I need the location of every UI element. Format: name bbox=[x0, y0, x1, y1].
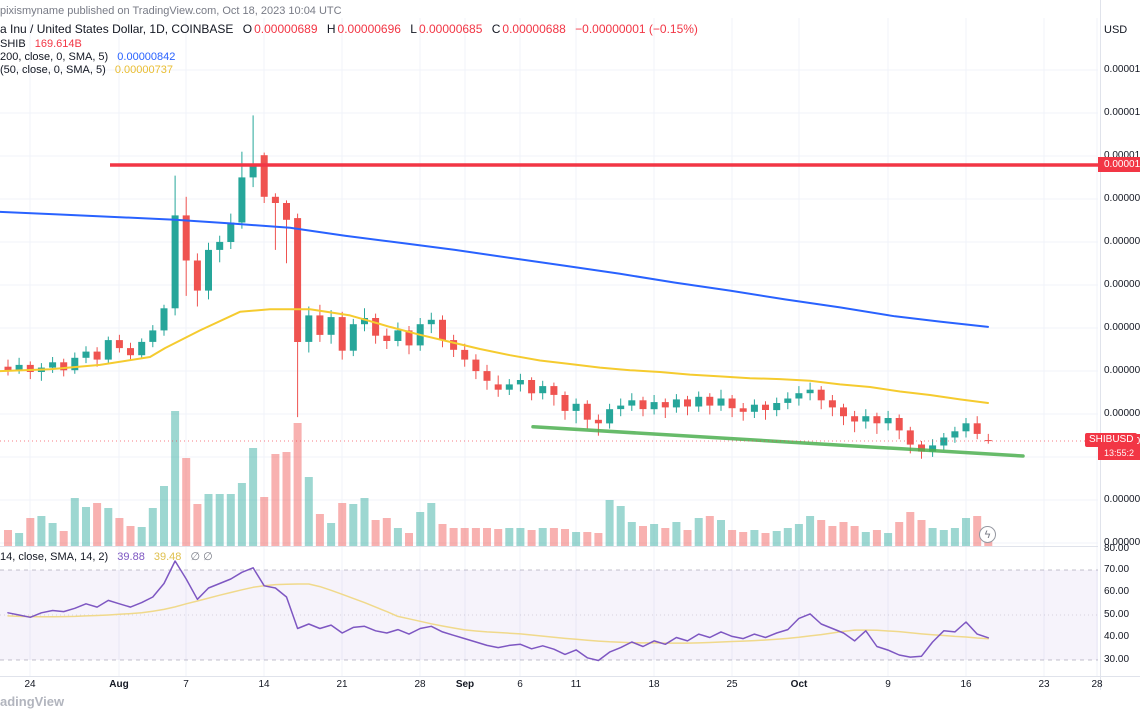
time-axis-label: 7 bbox=[183, 679, 189, 690]
rsi-hidden-values: ∅ ∅ bbox=[190, 551, 213, 563]
open-value: 0.00000689 bbox=[254, 22, 318, 36]
rsi-axis-label: 40.00 bbox=[1104, 631, 1130, 642]
high-label: H bbox=[326, 22, 336, 36]
price-axis-label: 0.00001 bbox=[1104, 107, 1140, 118]
symbol-legend-row[interactable]: a Inu / United States Dollar, 1D, COINBA… bbox=[0, 22, 698, 36]
rsi-value: 39.88 bbox=[117, 551, 145, 563]
time-axis-label: 21 bbox=[336, 679, 348, 690]
high-value: 0.00000696 bbox=[337, 22, 401, 36]
symbol-price-tag[interactable]: SHIBUSD bbox=[1085, 433, 1138, 447]
volume-label: SHIB bbox=[0, 38, 26, 50]
rsi-ma-value: 39.48 bbox=[153, 551, 182, 563]
rsi-axis-label: 70.00 bbox=[1104, 564, 1130, 575]
time-axis-label: 28 bbox=[414, 679, 426, 690]
low-label: L bbox=[410, 22, 417, 36]
close-value: 0.00000688 bbox=[502, 22, 566, 36]
volume-legend-row[interactable]: SHIB 169.614B bbox=[0, 38, 82, 50]
low-value: 0.00000685 bbox=[418, 22, 483, 36]
time-axis-label: Sep bbox=[455, 679, 475, 690]
rsi-axis-label: 60.00 bbox=[1104, 586, 1130, 597]
price-axis-label: 0.00001 bbox=[1104, 64, 1140, 75]
time-axis-label: 6 bbox=[517, 679, 523, 690]
time-axis-label: Oct bbox=[790, 679, 808, 690]
time-axis-label: 16 bbox=[960, 679, 972, 690]
tradingview-logo[interactable]: adingView bbox=[0, 694, 65, 709]
ma50-value: 0.00000737 bbox=[114, 64, 173, 76]
time-axis-label: 24 bbox=[24, 679, 36, 690]
time-axis-label: 25 bbox=[726, 679, 738, 690]
price-axis-label: 0.00000 bbox=[1104, 236, 1140, 247]
price-axis-label: 0.00000 bbox=[1104, 365, 1140, 376]
ma50-legend-row[interactable]: (50, close, 0, SMA, 5) 0.00000737 bbox=[0, 64, 173, 76]
symbol-title: a Inu / United States Dollar, 1D, COINBA… bbox=[0, 22, 234, 36]
rsi-axis-label: 50.00 bbox=[1104, 609, 1130, 620]
resistance-price-label: 0.00001 bbox=[1098, 157, 1140, 172]
rsi-axis-label: 80.00 bbox=[1104, 543, 1130, 554]
time-axis-label: 28 bbox=[1091, 679, 1103, 690]
bar-countdown: 13:55:2 bbox=[1104, 448, 1135, 458]
lightning-trade-icon[interactable]: ϟ bbox=[979, 526, 996, 543]
close-label: C bbox=[491, 22, 501, 36]
time-axis-label: 9 bbox=[885, 679, 891, 690]
time-axis-label: 23 bbox=[1038, 679, 1050, 690]
change-value: −0.00000001 (−0.15%) bbox=[575, 22, 698, 36]
attribution-text: pixismyname published on TradingView.com… bbox=[0, 5, 342, 17]
time-axis-label: 18 bbox=[648, 679, 660, 690]
price-axis-label: 0.00000 bbox=[1104, 322, 1140, 333]
time-axis-label: 11 bbox=[570, 679, 582, 690]
price-axis-label: 0.00000 bbox=[1104, 193, 1140, 204]
price-axis-label: 0.00000 bbox=[1104, 537, 1140, 548]
ma50-label: (50, close, 0, SMA, 5) bbox=[0, 64, 106, 76]
price-axis-label: 0.00000 bbox=[1104, 408, 1140, 419]
ma200-label: 200, close, 0, SMA, 5) bbox=[0, 51, 109, 63]
price-axis-label: 0.00001 bbox=[1104, 150, 1140, 161]
price-axis-label: 0.00000 bbox=[1104, 279, 1140, 290]
price-axis-currency-header: USD bbox=[1104, 24, 1128, 36]
rsi-legend-row[interactable]: 14, close, SMA, 14, 2) 39.88 39.48 ∅ ∅ bbox=[0, 550, 213, 563]
rsi-axis-label: 30.00 bbox=[1104, 654, 1130, 665]
price-axis-label: 0.00000 bbox=[1104, 494, 1140, 505]
ma200-value: 0.00000842 bbox=[117, 51, 176, 63]
rsi-label: 14, close, SMA, 14, 2) bbox=[0, 551, 109, 563]
open-label: O bbox=[242, 22, 253, 36]
time-axis-label: Aug bbox=[109, 679, 129, 690]
time-axis[interactable]: 24 Aug 7 14 21 28 Sep 6 11 18 25 Oct 9 16 23 28 bbox=[0, 679, 1140, 693]
time-axis-label: 14 bbox=[258, 679, 270, 690]
ma200-legend-row[interactable]: 200, close, 0, SMA, 5) 0.00000842 bbox=[0, 51, 175, 63]
volume-value: 169.614B bbox=[34, 38, 82, 50]
